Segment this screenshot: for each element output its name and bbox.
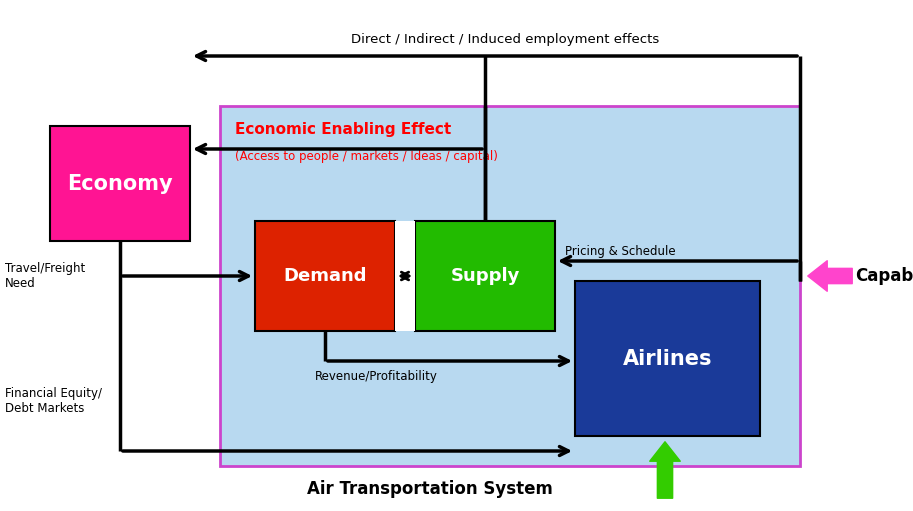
Text: Economy: Economy xyxy=(68,174,173,194)
Text: Air Transportation System: Air Transportation System xyxy=(307,480,553,498)
FancyArrowPatch shape xyxy=(808,261,852,291)
Text: Capability: Capability xyxy=(855,267,913,285)
Bar xyxy=(575,281,760,436)
Text: (Access to people / markets / Ideas / capital): (Access to people / markets / Ideas / ca… xyxy=(235,150,498,162)
Text: Direct / Indirect / Induced employment effects: Direct / Indirect / Induced employment e… xyxy=(351,33,659,45)
Text: Economic Enabling Effect: Economic Enabling Effect xyxy=(235,122,451,136)
Text: Revenue/Profitability: Revenue/Profitability xyxy=(315,369,438,383)
Text: Travel/Freight
Need: Travel/Freight Need xyxy=(5,262,85,290)
Text: Financial Equity/
Debt Markets: Financial Equity/ Debt Markets xyxy=(5,387,102,415)
Bar xyxy=(220,106,800,466)
Text: Supply: Supply xyxy=(450,267,519,285)
FancyArrowPatch shape xyxy=(650,442,680,498)
Text: Pricing & Schedule: Pricing & Schedule xyxy=(565,244,676,258)
Text: Airlines: Airlines xyxy=(623,349,712,368)
Bar xyxy=(50,126,190,241)
Text: Demand: Demand xyxy=(283,267,367,285)
Bar xyxy=(415,221,555,331)
Bar xyxy=(395,221,415,331)
Bar xyxy=(255,221,395,331)
